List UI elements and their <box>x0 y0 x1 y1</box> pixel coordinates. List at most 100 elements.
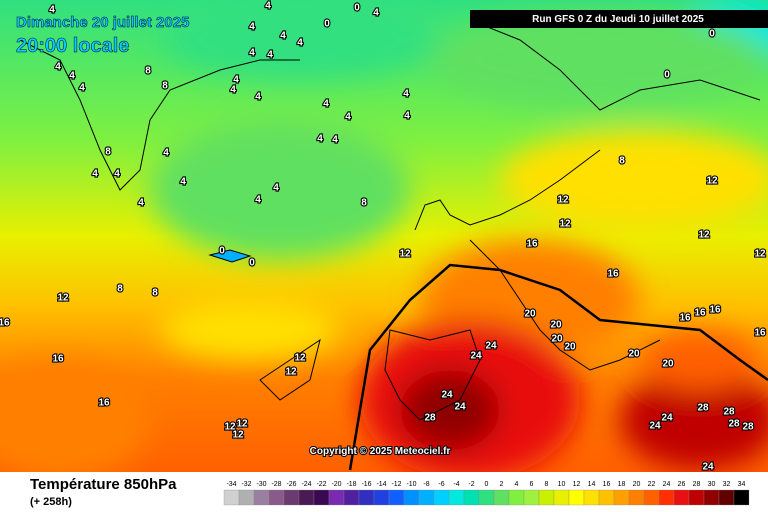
contour-label: 20 <box>551 334 563 345</box>
contour-label: 28 <box>728 419 740 430</box>
contour-label: 4 <box>273 183 279 194</box>
contour-label: 4 <box>49 5 55 16</box>
contour-label: 12 <box>236 419 248 430</box>
contour-label: 20 <box>628 349 640 360</box>
colorbar-label: 8 <box>545 481 549 488</box>
colorbar-swatch <box>493 489 510 506</box>
contour-label: 12 <box>754 249 766 260</box>
contour-label: 4 <box>403 89 409 100</box>
contour-label: 8 <box>361 198 367 209</box>
contour-label: 4 <box>69 71 75 82</box>
contour-label: 8 <box>145 66 151 77</box>
colorbar-label: -2 <box>468 481 474 488</box>
contour-label: 0 <box>324 19 330 30</box>
contour-label: 4 <box>323 99 329 110</box>
contour-label: 0 <box>219 246 225 257</box>
temperature-field <box>0 0 768 480</box>
contour-label: 4 <box>297 38 303 49</box>
colorbar-swatch <box>463 489 480 506</box>
contour-label: 16 <box>754 328 766 339</box>
contour-label: 4 <box>249 22 255 33</box>
contour-label: 4 <box>265 1 271 12</box>
colorbar-label: -34 <box>226 481 236 488</box>
contour-label: 0 <box>664 70 670 81</box>
colorbar-label: -20 <box>331 481 341 488</box>
colorbar-swatch <box>553 489 570 506</box>
colorbar-swatch <box>538 489 555 506</box>
contour-label: 12 <box>706 176 718 187</box>
colorbar-label: 34 <box>738 481 746 488</box>
colorbar-label: 32 <box>723 481 731 488</box>
colorbar-swatch <box>598 489 615 506</box>
contour-label: 4 <box>249 48 255 59</box>
colorbar-label: 20 <box>633 481 641 488</box>
colorbar-swatch <box>643 489 660 506</box>
colorbar-swatch <box>628 489 645 506</box>
contour-label: 16 <box>98 398 110 409</box>
colorbar-label: 0 <box>485 481 489 488</box>
contour-label: 8 <box>105 147 111 158</box>
run-banner <box>470 10 768 28</box>
contour-label: 4 <box>317 134 323 145</box>
contour-label: 24 <box>441 390 453 401</box>
contour-label: 12 <box>285 367 297 378</box>
contour-label: 8 <box>152 288 158 299</box>
colorbar-label: -18 <box>346 481 356 488</box>
colorbar-swatch <box>373 489 390 506</box>
colorbar-swatch <box>343 489 360 506</box>
colorbar-swatch <box>433 489 450 506</box>
contour-label: 28 <box>697 403 709 414</box>
colorbar-label: 26 <box>678 481 686 488</box>
contour-label: 12 <box>224 422 236 433</box>
colorbar-swatch <box>298 489 315 506</box>
colorbar: -34 -32 -30 -28 -26 -24 -22 -20 -18 -16 -14 -12 -10-… <box>223 481 750 506</box>
contour-label: 4 <box>138 198 144 209</box>
contour-label: 28 <box>424 413 436 424</box>
contour-label: 4 <box>114 169 120 180</box>
variable: Température 850hPa <box>30 476 177 493</box>
contour-label: 4 <box>267 50 273 61</box>
coastlines <box>19 19 761 421</box>
run-info: Run GFS 0 Z du Jeudi 10 juillet 2025 <box>532 14 704 25</box>
contour-label: 16 <box>52 354 64 365</box>
colorbar-swatch <box>388 489 405 506</box>
colorbar-label: -22 <box>316 481 326 488</box>
contour-label: 8 <box>162 81 168 92</box>
contour-label: 4 <box>55 62 61 73</box>
colorbar-swatch <box>703 489 720 506</box>
colorbar-swatch <box>508 489 525 506</box>
contour-label: 8 <box>619 156 625 167</box>
colorbar-label: 10 <box>558 481 566 488</box>
contour-label: 4 <box>163 148 169 159</box>
contour-label: 20 <box>662 359 674 370</box>
contour-label: 4 <box>373 8 379 19</box>
contour-label: 20 <box>564 342 576 353</box>
contour-label: 24 <box>470 351 482 362</box>
contour-label: 4 <box>332 135 338 146</box>
colorbar-label: -28 <box>271 481 281 488</box>
colorbar-swatch <box>268 489 285 506</box>
colorbar-swatch <box>403 489 420 506</box>
contour-label: 20 <box>524 309 536 320</box>
contour-label: 12 <box>698 230 710 241</box>
copyright: Copyright © 2025 Meteociel.fr <box>310 446 451 457</box>
colorbar-swatch <box>283 489 300 506</box>
colorbar-swatch <box>328 489 345 506</box>
colorbar-swatch <box>673 489 690 506</box>
time: 20:00 locale <box>16 35 129 57</box>
colorbar-label: 2 <box>500 481 504 488</box>
contour-label: 0 <box>354 3 360 14</box>
colorbar-swatch <box>658 489 675 506</box>
contour-label: 4 <box>255 195 261 206</box>
colorbar-swatch <box>448 489 465 506</box>
colorbar-swatch <box>223 489 240 506</box>
colorbar-swatch <box>568 489 585 506</box>
contour-label: 0 <box>249 258 255 269</box>
contour-label: 4 <box>280 31 286 42</box>
contour-label: 28 <box>742 422 754 433</box>
contour-label: 24 <box>454 402 466 413</box>
colorbar-label: -6 <box>438 481 444 488</box>
date: Dimanche 20 juillet 2025 <box>16 14 189 31</box>
contour-label: 16 <box>526 239 538 250</box>
